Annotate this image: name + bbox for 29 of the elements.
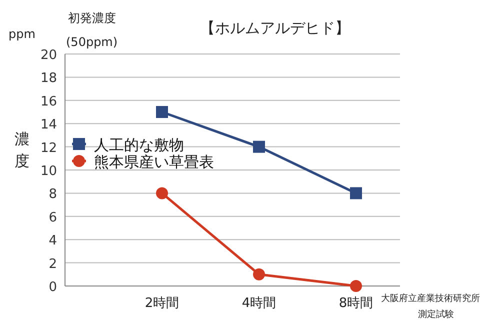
y-tick-label: 0 xyxy=(48,280,57,295)
text: ppm xyxy=(8,27,36,41)
point xyxy=(156,187,168,200)
y-tick-label: 20 xyxy=(40,48,57,63)
y-tick-label: 18 xyxy=(40,71,57,86)
point xyxy=(350,187,362,200)
text: 大阪府立産業技術研究所 xyxy=(381,293,480,304)
text: (50ppm) xyxy=(66,35,118,49)
point xyxy=(156,106,168,118)
point xyxy=(350,280,362,292)
y-tick-label: 16 xyxy=(40,94,57,110)
x-tick-label: 8時間 xyxy=(338,296,374,311)
y-axis-title: 濃度 xyxy=(14,130,30,170)
y-tick-label: 4 xyxy=(48,234,57,249)
x-tick-label: 2時間 xyxy=(144,296,180,311)
y-tick-label: 10 xyxy=(40,164,57,179)
legend-label: 熊本県産い草畳表 xyxy=(94,153,214,171)
point xyxy=(253,268,265,280)
text: 測定試験 xyxy=(418,309,454,320)
y-tick-label: 6 xyxy=(48,210,57,226)
legend-label: 人工的な敷物 xyxy=(94,136,184,154)
text: 初発濃度 xyxy=(68,11,116,25)
y-tick-label: 14 xyxy=(40,118,57,133)
point xyxy=(253,140,265,153)
y-tick-label: 12 xyxy=(40,140,57,156)
x-tick-label: 4時間 xyxy=(242,296,276,311)
y-tick-label: 2 xyxy=(48,256,57,272)
chart-title: 【ホルムアルデヒド】 xyxy=(200,19,350,37)
y-tick-label: 8 xyxy=(48,187,57,202)
